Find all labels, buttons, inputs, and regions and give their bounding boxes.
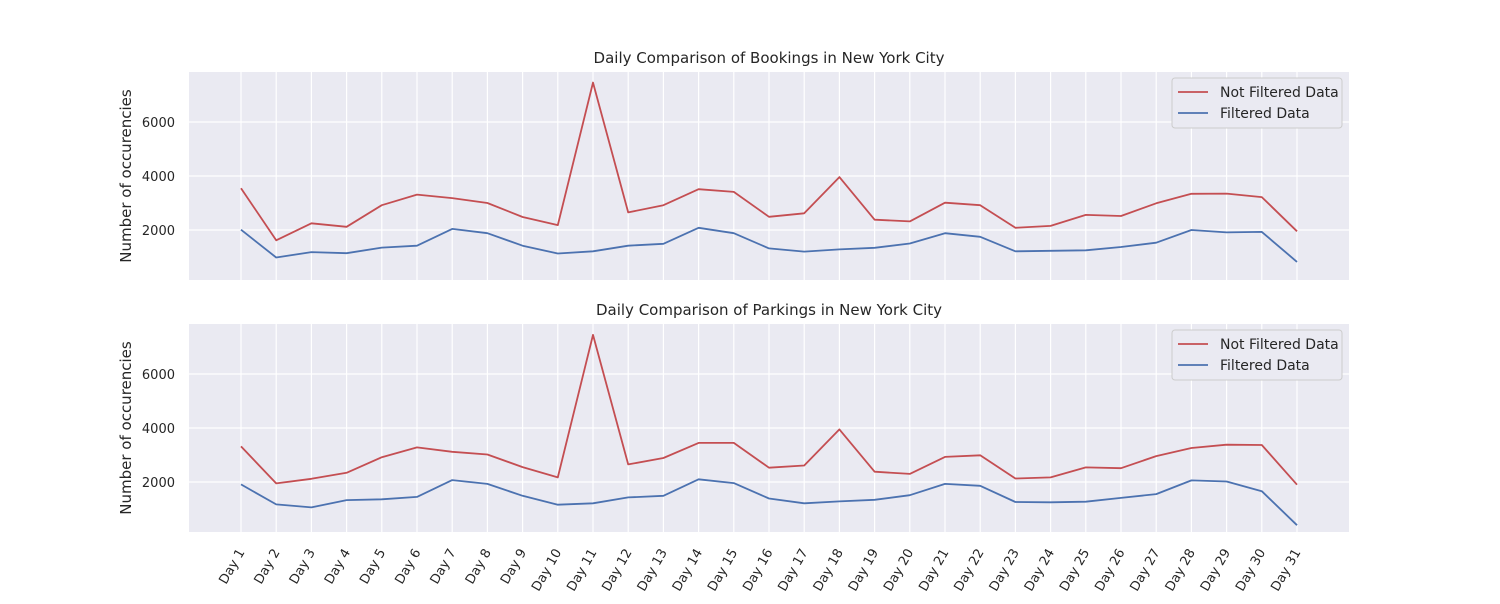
x-tick-label: Day 24 [1022, 547, 1058, 595]
y-tick-label: 4000 [142, 422, 175, 437]
x-tick-label: Day 1 [216, 547, 248, 587]
legend-label: Not Filtered Data [1220, 337, 1339, 353]
x-tick-label: Day 10 [529, 547, 565, 595]
x-tick-label: Day 4 [322, 547, 354, 587]
x-tick-label: Day 30 [1233, 547, 1269, 595]
y-tick-label: 2000 [142, 476, 175, 491]
x-tick-label: Day 22 [951, 546, 987, 594]
x-tick-label: Day 17 [775, 547, 811, 595]
x-tick-label: Day 19 [846, 547, 882, 595]
legend-label: Not Filtered Data [1220, 85, 1339, 101]
x-tick-label: Day 20 [881, 547, 917, 595]
y-tick-label: 2000 [142, 224, 175, 239]
y-tick-label: 6000 [142, 116, 175, 131]
x-tick-label: Day 15 [705, 547, 741, 595]
legend-box [1171, 77, 1343, 129]
x-tick-label: Day 14 [670, 547, 706, 595]
x-tick-label: Day 11 [564, 547, 600, 595]
x-tick-label: Day 21 [916, 547, 952, 595]
x-tick-label: Day 5 [357, 547, 389, 587]
x-tick-label: Day 25 [1057, 547, 1093, 595]
legend-box [1171, 329, 1343, 381]
x-tick-label: Day 29 [1198, 547, 1234, 595]
series-line-not-filtered [240, 81, 1298, 242]
series-line-not-filtered [240, 333, 1298, 486]
chart-title: Daily Comparison of Bookings in New York… [594, 49, 945, 67]
x-tick-label: Day 13 [635, 547, 671, 595]
x-tick-label: Day 12 [599, 547, 635, 595]
x-tick-label: Day 16 [740, 547, 776, 595]
chart-panel-1: 2000 4000 6000 Daily Comparison of Bookings… [117, 49, 1349, 280]
x-tick-label: Day 28 [1163, 547, 1199, 595]
series-line-filtered [240, 478, 1298, 526]
y-tick-label: 6000 [142, 368, 175, 383]
x-tick-label: Day 2 [252, 547, 284, 587]
legend-label: Filtered Data [1220, 358, 1310, 374]
legend-label: Filtered Data [1220, 106, 1310, 122]
x-tick-label: Day 6 [392, 547, 424, 587]
x-tick-label: Day 31 [1268, 547, 1304, 595]
x-tick-label: Day 23 [987, 547, 1023, 595]
x-tick-label: Day 18 [811, 547, 847, 595]
x-tick-label: Day 9 [498, 547, 530, 587]
x-tick-label: Day 3 [287, 547, 319, 587]
x-tick-label: Day 8 [463, 547, 495, 587]
x-tick-label: Day 27 [1127, 547, 1163, 595]
y-axis-label: Number of occurencies [117, 341, 135, 515]
y-tick-label: 4000 [142, 170, 175, 185]
series-line-filtered [240, 226, 1298, 263]
x-tick-label: Day 7 [428, 547, 460, 587]
x-tick-label: Day 26 [1092, 547, 1128, 595]
chart-title: Daily Comparison of Parkings in New York… [596, 301, 942, 319]
y-axis-label: Number of occurencies [117, 89, 135, 263]
